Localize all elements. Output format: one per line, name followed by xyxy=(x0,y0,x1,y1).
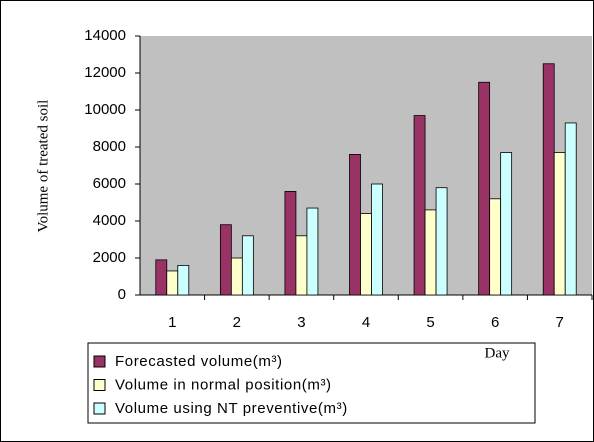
y-tick-label: 4000 xyxy=(93,212,126,229)
bar xyxy=(413,115,426,296)
bar xyxy=(478,81,491,296)
bar xyxy=(553,152,566,296)
y-tick-label: 2000 xyxy=(93,249,126,266)
bar xyxy=(489,198,502,296)
legend-label: Volume in normal position(m³) xyxy=(115,376,332,393)
y-tick-label: 6000 xyxy=(93,175,126,192)
x-tick-label: 7 xyxy=(556,314,564,331)
x-tick-label: 2 xyxy=(233,314,241,331)
legend-box xyxy=(87,342,536,424)
legend-label: Forecasted volume(m³) xyxy=(115,353,283,370)
x-tick-label: 6 xyxy=(491,314,499,331)
y-axis-label: Volume of treated soil xyxy=(35,100,51,233)
bar xyxy=(177,264,190,296)
bar xyxy=(371,183,383,296)
bar xyxy=(219,224,232,296)
y-tick-label: 10000 xyxy=(84,101,126,118)
bar xyxy=(360,213,372,296)
x-tick-label: 3 xyxy=(297,314,305,331)
bar xyxy=(349,153,361,296)
x-tick-label: 1 xyxy=(168,314,176,331)
bar xyxy=(241,235,254,296)
bar xyxy=(155,259,168,296)
bar xyxy=(435,187,448,296)
bar xyxy=(564,122,577,296)
x-tick-label: 4 xyxy=(362,314,370,331)
bar xyxy=(500,152,513,296)
legend-swatch xyxy=(93,402,106,415)
bar xyxy=(230,257,243,296)
y-tick-label: 8000 xyxy=(93,138,126,155)
y-tick-label: 12000 xyxy=(84,64,126,81)
bar xyxy=(166,270,179,296)
x-axis-label: Day xyxy=(485,345,510,361)
bar xyxy=(542,63,555,296)
legend-swatch xyxy=(93,379,106,391)
y-tick-label: 14000 xyxy=(84,27,126,44)
bar xyxy=(306,207,319,296)
x-tick-label: 5 xyxy=(426,314,434,331)
bar xyxy=(295,235,308,296)
legend-swatch xyxy=(93,355,106,368)
legend-label: Volume using NT preventive(m³) xyxy=(115,400,348,417)
bar xyxy=(284,190,297,296)
y-tick-label: 0 xyxy=(118,286,126,303)
bar xyxy=(424,209,437,296)
